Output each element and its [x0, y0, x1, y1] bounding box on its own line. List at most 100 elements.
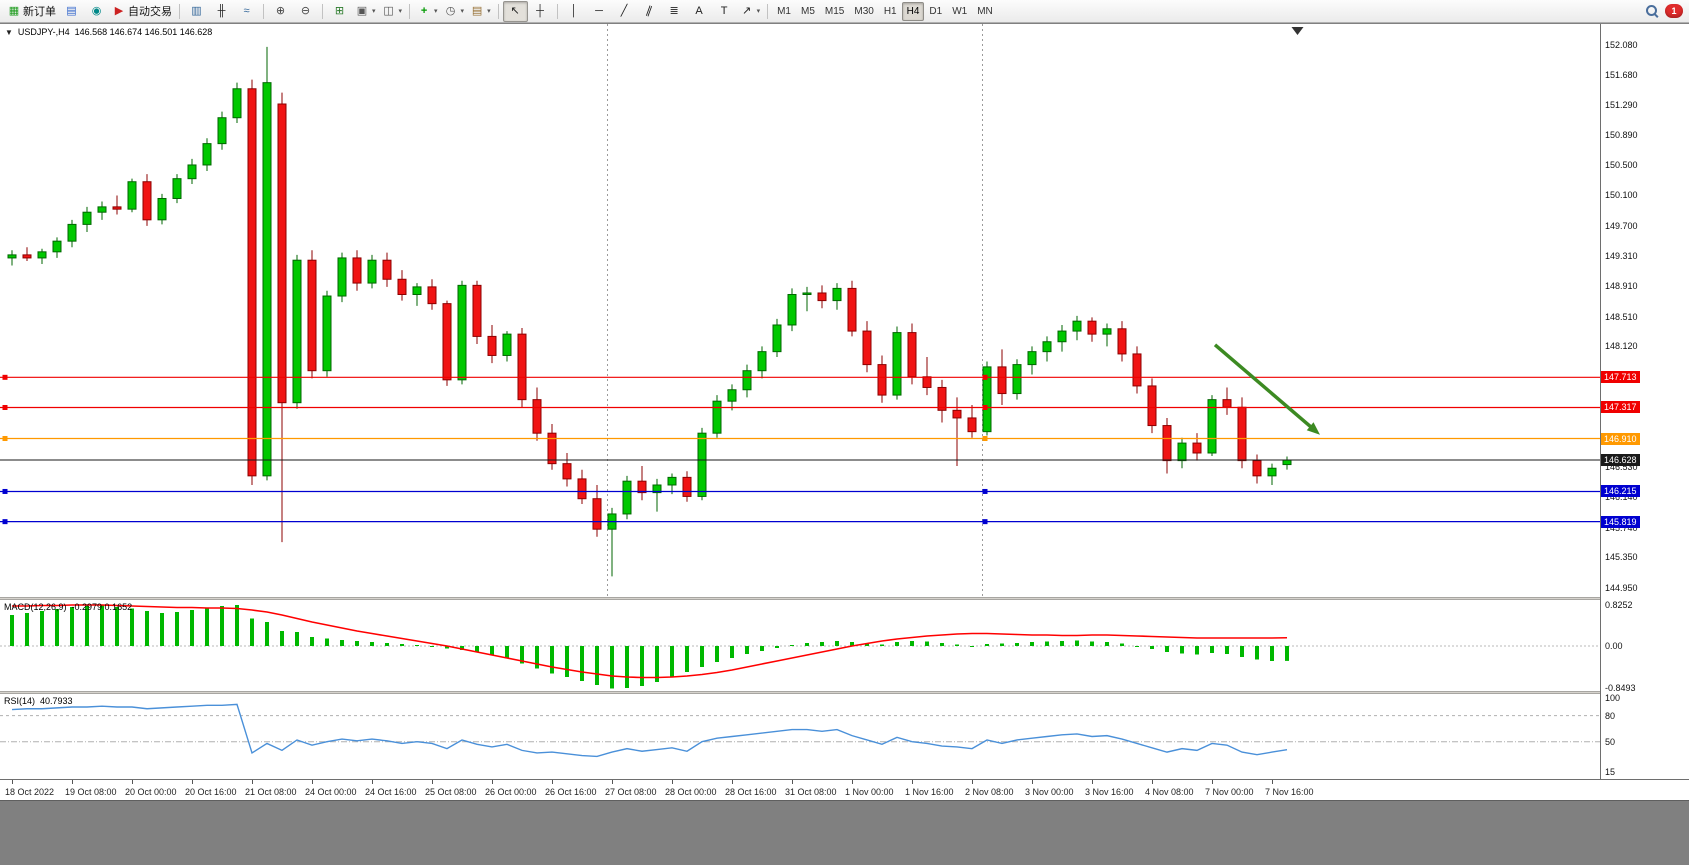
- zoom-out-button[interactable]: ⊖: [293, 1, 318, 22]
- line-handle[interactable]: [2, 488, 8, 494]
- market-watch-button[interactable]: ◉: [84, 1, 109, 22]
- time-tick-mark: [252, 780, 253, 784]
- trendline-button[interactable]: ╱: [612, 1, 637, 22]
- periods-button[interactable]: ◷ ▾: [441, 1, 468, 22]
- timeframe-m5-button[interactable]: M5: [801, 5, 815, 17]
- chart-shift-marker-icon[interactable]: [1291, 27, 1304, 35]
- line-handle[interactable]: [2, 519, 8, 525]
- candlestick-chart-button[interactable]: ╫: [209, 1, 234, 22]
- timeframe-h1-button[interactable]: H1: [883, 5, 897, 17]
- notification-badge[interactable]: 1: [1665, 4, 1683, 18]
- toolbar-separator: [767, 3, 769, 19]
- line-handle[interactable]: [2, 436, 8, 442]
- line-handle[interactable]: [2, 404, 8, 410]
- price-tick-label: 151.680: [1605, 70, 1638, 81]
- toolbar-separator: [263, 3, 264, 19]
- horizontal-line-button[interactable]: ─: [587, 1, 612, 22]
- vertical-line-button[interactable]: │: [562, 1, 587, 22]
- new-order-button[interactable]: ▦ 新订单: [4, 1, 59, 22]
- timeframe-m15-button[interactable]: M15: [824, 5, 845, 17]
- line-chart-icon: ≈: [243, 5, 250, 17]
- toolbar-separator: [179, 3, 180, 19]
- crosshair-icon: ┼: [536, 5, 544, 17]
- cursor-button[interactable]: ↖: [502, 0, 528, 22]
- pane-splitter[interactable]: [0, 691, 1689, 694]
- time-tick-label: 20 Oct 00:00: [125, 787, 177, 797]
- rsi-label: RSI(14) 40.7933: [4, 696, 73, 706]
- rsi-chart[interactable]: [0, 694, 1600, 779]
- price-chart-pane[interactable]: ▼ USDJPY-,H4 146.568 146.674 146.501 146…: [0, 24, 1600, 597]
- equidistant-channel-button[interactable]: ∥: [637, 1, 662, 22]
- price-tick-label: 144.950: [1605, 582, 1638, 593]
- timeframe-h4-button[interactable]: H4: [901, 1, 925, 21]
- candlestick-chart[interactable]: [0, 24, 1600, 597]
- price-tick-label: 145.350: [1605, 552, 1638, 563]
- price-tick-label: 149.700: [1605, 220, 1638, 231]
- add-indicator-button[interactable]: + ▾: [414, 1, 441, 22]
- macd-chart[interactable]: [0, 600, 1600, 691]
- current-price-tag: 146.628: [1601, 453, 1640, 466]
- timeframe-m1-button[interactable]: M1: [777, 5, 791, 17]
- macd-tick-label: 0.8252: [1605, 599, 1633, 610]
- price-tick-label: 148.120: [1605, 341, 1638, 352]
- text-button[interactable]: A: [687, 1, 712, 22]
- trendline-icon: ╱: [620, 5, 628, 17]
- candles-layer: [7, 46, 1292, 577]
- auto-trading-label: 自动交易: [128, 6, 172, 18]
- auto-trading-button[interactable]: ▶ 自动交易: [109, 1, 175, 22]
- search-icon[interactable]: [1645, 4, 1659, 18]
- arrange-windows-button[interactable]: ◫ ▾: [379, 1, 406, 22]
- zoom-out-icon: ⊖: [300, 5, 311, 17]
- rsi-tick-label: 80: [1605, 710, 1616, 721]
- plus-icon: +: [420, 5, 428, 17]
- macd-indicator-pane[interactable]: MACD(12,26,9) -0.2979 0.1652: [0, 600, 1600, 691]
- toolbar-separator: [497, 3, 499, 19]
- bar-chart-button[interactable]: ▥: [184, 1, 209, 22]
- vline-icon: │: [570, 5, 578, 17]
- text-label-button[interactable]: T: [712, 1, 737, 22]
- time-tick-label: 20 Oct 16:00: [185, 787, 237, 797]
- time-tick-mark: [1032, 780, 1033, 784]
- line-handle[interactable]: [2, 374, 8, 380]
- price-tick-label: 150.100: [1605, 190, 1638, 201]
- cascade-icon: ▣: [356, 5, 368, 17]
- arrange-icon: ◫: [383, 5, 394, 17]
- time-axis[interactable]: 18 Oct 2022 19 Oct 08:00 20 Oct 00:00 20 Oc…: [0, 779, 1689, 800]
- vertical-separators[interactable]: [607, 24, 983, 597]
- crosshair-button[interactable]: ┼: [528, 1, 553, 22]
- line-chart-button[interactable]: ≈: [234, 1, 259, 22]
- line-handle[interactable]: [982, 404, 988, 410]
- line-handle[interactable]: [982, 488, 988, 494]
- line-handle[interactable]: [982, 519, 988, 525]
- templates-button[interactable]: ▤ ▾: [467, 1, 494, 22]
- toolbar-separator: [556, 3, 558, 19]
- template-icon: ▤: [471, 5, 483, 17]
- price-tick-label: 146.530: [1605, 462, 1638, 473]
- timeframe-w1-button[interactable]: W1: [952, 5, 968, 17]
- tile-windows-button[interactable]: ⊞: [327, 1, 352, 22]
- cascade-windows-button[interactable]: ▣ ▾: [352, 1, 379, 22]
- zoom-in-button[interactable]: ⊕: [268, 1, 293, 22]
- time-tick-mark: [672, 780, 673, 784]
- macd-label: MACD(12,26,9) -0.2979 0.1652: [4, 602, 133, 612]
- rsi-indicator-pane[interactable]: RSI(14) 40.7933: [0, 694, 1600, 779]
- arrows-button[interactable]: ↗ ▾: [737, 1, 764, 22]
- timeframe-d1-button[interactable]: D1: [929, 5, 943, 17]
- timeframe-mn-button[interactable]: MN: [977, 5, 993, 17]
- fibonacci-button[interactable]: ≣: [662, 1, 687, 22]
- channel-icon: ∥: [644, 4, 654, 18]
- charts-profile-button[interactable]: ▤: [59, 1, 84, 22]
- fibonacci-icon: ≣: [669, 5, 679, 17]
- macd-signal-line: [12, 604, 1288, 679]
- rsi-tick-label: 15: [1605, 767, 1616, 778]
- pane-splitter[interactable]: [0, 597, 1689, 600]
- price-axis[interactable]: 152.080 151.680 151.290 150.890 150.500 150.1…: [1600, 24, 1689, 780]
- rsi-tick-label: 50: [1605, 736, 1616, 747]
- trend-arrow-annotation[interactable]: [1213, 343, 1320, 435]
- line-handle[interactable]: [982, 374, 988, 380]
- timeframe-m30-button[interactable]: M30: [854, 5, 874, 17]
- line-handle[interactable]: [982, 436, 988, 442]
- time-tick-mark: [912, 780, 913, 784]
- horizontal-lines-layer[interactable]: [0, 374, 1600, 525]
- time-tick-mark: [1272, 780, 1273, 784]
